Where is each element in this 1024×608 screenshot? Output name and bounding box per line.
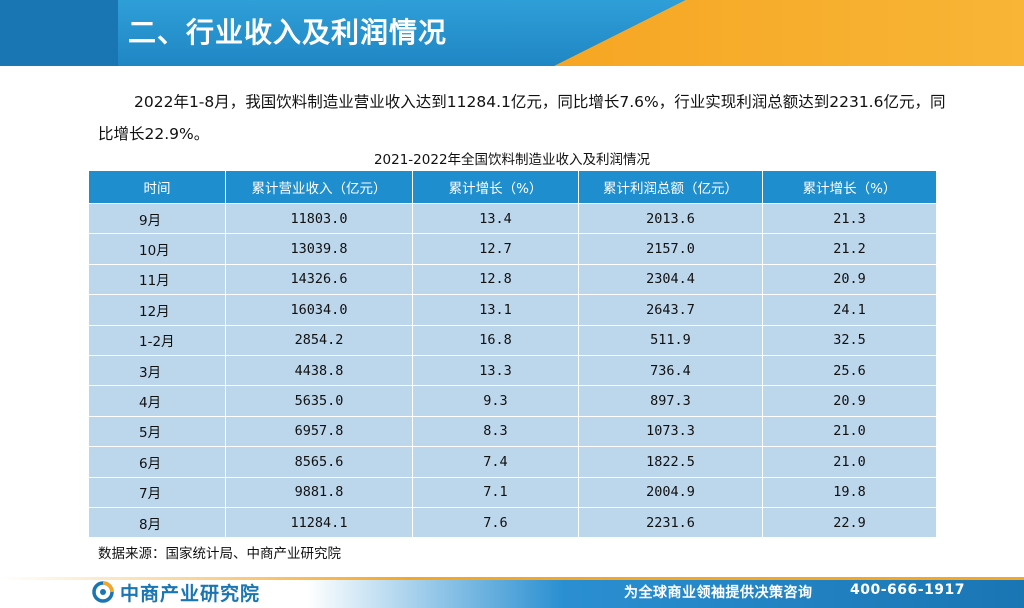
- cell-profit-growth: 21.2: [762, 233, 937, 265]
- summary-text: 2022年1-8月，我国饮料制造业营业收入达到11284.1亿元，同比增长7.6…: [98, 93, 946, 143]
- table-row: 5月 6957.8 8.3 1073.3 21.0: [88, 415, 937, 448]
- cell-revenue: 9881.8: [225, 476, 413, 508]
- header-accent-bar: [0, 0, 118, 66]
- cell-profit: 736.4: [578, 354, 763, 387]
- cell-time: 1-2月: [88, 324, 226, 356]
- cell-revenue-growth: 7.6: [412, 506, 579, 539]
- cell-profit: 897.3: [578, 385, 763, 417]
- cell-profit: 2157.0: [578, 233, 763, 265]
- cell-profit: 511.9: [578, 324, 763, 356]
- logo-text: 中商产业研究院: [120, 582, 261, 605]
- cell-profit-growth: 32.5: [762, 324, 937, 356]
- cell-revenue: 11803.0: [225, 202, 413, 235]
- cell-revenue: 11284.1: [225, 506, 413, 539]
- cell-revenue: 13039.8: [225, 233, 413, 265]
- cell-revenue-growth: 7.4: [412, 446, 579, 478]
- cell-profit: 2004.9: [578, 476, 763, 508]
- cell-profit: 1073.3: [578, 415, 763, 448]
- table-row: 1-2月 2854.2 16.8 511.9 32.5: [88, 324, 937, 356]
- col-header-revenue: 累计营业收入（亿元）: [225, 170, 413, 204]
- cell-time: 3月: [88, 354, 226, 387]
- cell-revenue: 2854.2: [225, 324, 413, 356]
- footer-phone: 400-666-1917: [850, 582, 966, 598]
- header-banner: 二、行业收入及利润情况: [0, 0, 1024, 66]
- table-row: 10月 13039.8 12.7 2157.0 21.2: [88, 233, 937, 265]
- cell-time: 8月: [88, 506, 226, 539]
- table-row: 11月 14326.6 12.8 2304.4 20.9: [88, 263, 937, 296]
- cell-revenue-growth: 12.8: [412, 263, 579, 296]
- cell-revenue-growth: 13.4: [412, 202, 579, 235]
- cell-time: 5月: [88, 415, 226, 448]
- footer-blue-band: [0, 580, 1024, 608]
- cell-revenue-growth: 16.8: [412, 324, 579, 356]
- logo-mark-icon: [92, 581, 114, 603]
- cell-revenue: 16034.0: [225, 294, 413, 326]
- cell-profit: 1822.5: [578, 446, 763, 478]
- cell-revenue: 8565.6: [225, 446, 413, 478]
- cell-time: 4月: [88, 385, 226, 417]
- cell-revenue: 6957.8: [225, 415, 413, 448]
- footer-bar: [0, 577, 1024, 608]
- col-header-time: 时间: [88, 170, 226, 204]
- cell-revenue-growth: 9.3: [412, 385, 579, 417]
- table-row: 7月 9881.8 7.1 2004.9 19.8: [88, 476, 937, 508]
- footer-slogan: 为全球商业领袖提供决策咨询: [624, 585, 813, 601]
- cell-revenue-growth: 8.3: [412, 415, 579, 448]
- col-header-profit-growth: 累计增长（%）: [762, 170, 937, 204]
- table-row: 4月 5635.0 9.3 897.3 20.9: [88, 385, 937, 417]
- cell-revenue: 5635.0: [225, 385, 413, 417]
- cell-profit-growth: 24.1: [762, 294, 937, 326]
- cell-time: 7月: [88, 476, 226, 508]
- footer-orange-line: [0, 577, 1024, 580]
- page-title: 二、行业收入及利润情况: [128, 16, 448, 49]
- data-source-note: 数据来源：国家统计局、中商产业研究院: [98, 546, 341, 562]
- table-row: 8月 11284.1 7.6 2231.6 22.9: [88, 506, 937, 539]
- col-header-profit: 累计利润总额（亿元）: [578, 170, 763, 204]
- cell-profit-growth: 20.9: [762, 263, 937, 296]
- cell-revenue-growth: 13.1: [412, 294, 579, 326]
- cell-time: 10月: [88, 233, 226, 265]
- revenue-profit-table: 时间 累计营业收入（亿元） 累计增长（%） 累计利润总额（亿元） 累计增长（%）…: [88, 170, 937, 539]
- cell-profit: 2013.6: [578, 202, 763, 235]
- cell-profit: 2643.7: [578, 294, 763, 326]
- cell-time: 12月: [88, 294, 226, 326]
- cell-time: 11月: [88, 263, 226, 296]
- cell-profit-growth: 25.6: [762, 354, 937, 387]
- cell-profit-growth: 19.8: [762, 476, 937, 508]
- company-logo: 中商产业研究院: [92, 579, 260, 605]
- table-row: 3月 4438.8 13.3 736.4 25.6: [88, 354, 937, 387]
- col-header-revenue-growth: 累计增长（%）: [412, 170, 579, 204]
- table-row: 6月 8565.6 7.4 1822.5 21.0: [88, 446, 937, 478]
- table-row: 9月 11803.0 13.4 2013.6 21.3: [88, 202, 937, 235]
- cell-time: 9月: [88, 202, 226, 235]
- cell-profit-growth: 21.3: [762, 202, 937, 235]
- cell-profit: 2304.4: [578, 263, 763, 296]
- cell-revenue-growth: 7.1: [412, 476, 579, 508]
- table-caption: 2021-2022年全国饮料制造业收入及利润情况: [373, 152, 651, 168]
- cell-profit-growth: 21.0: [762, 415, 937, 448]
- summary-paragraph: 2022年1-8月，我国饮料制造业营业收入达到11284.1亿元，同比增长7.6…: [98, 86, 958, 150]
- cell-profit-growth: 22.9: [762, 506, 937, 539]
- cell-revenue: 14326.6: [225, 263, 413, 296]
- cell-revenue-growth: 12.7: [412, 233, 579, 265]
- cell-profit-growth: 21.0: [762, 446, 937, 478]
- cell-profit: 2231.6: [578, 506, 763, 539]
- header-orange-band: [554, 0, 1024, 66]
- table-header-row: 时间 累计营业收入（亿元） 累计增长（%） 累计利润总额（亿元） 累计增长（%）: [88, 170, 937, 204]
- cell-time: 6月: [88, 446, 226, 478]
- table-row: 12月 16034.0 13.1 2643.7 24.1: [88, 294, 937, 326]
- cell-profit-growth: 20.9: [762, 385, 937, 417]
- cell-revenue: 4438.8: [225, 354, 413, 387]
- cell-revenue-growth: 13.3: [412, 354, 579, 387]
